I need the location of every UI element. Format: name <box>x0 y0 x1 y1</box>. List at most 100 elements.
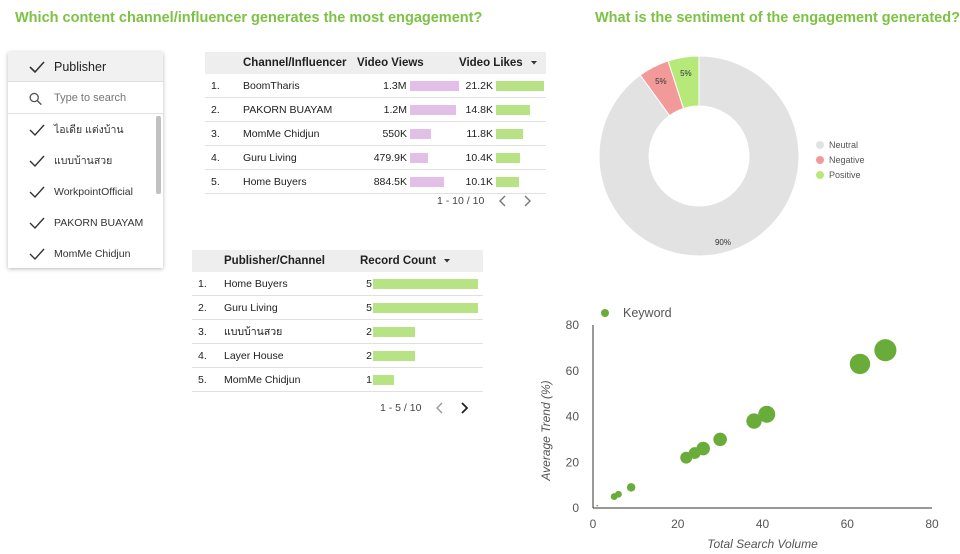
donut-slice-neutral <box>598 56 800 256</box>
filter-option[interactable]: แบบบ้านสวย <box>8 145 163 176</box>
views-bar <box>410 104 456 115</box>
check-icon <box>29 60 45 73</box>
table-row[interactable]: 3. MomMe Chidjun 550K 11.8K <box>205 122 546 146</box>
donut-data-label: 5% <box>680 69 692 78</box>
legend-dot <box>816 156 824 164</box>
table-header: Publisher/Channel Record Count <box>192 250 483 272</box>
row-number: 3. <box>198 325 207 338</box>
col-header-publisher[interactable]: Publisher/Channel <box>224 255 325 267</box>
scatter-point <box>696 441 710 456</box>
record-count-value: 5 <box>366 277 372 290</box>
views-cell: 479.9K <box>357 152 459 164</box>
col-header-likes[interactable]: Video Likes <box>459 57 538 69</box>
table-row[interactable]: 4. Layer House 2 <box>192 344 483 368</box>
scatter-point <box>746 413 762 429</box>
likes-value: 14.8K <box>465 103 493 116</box>
chevron-right-icon[interactable] <box>522 195 532 207</box>
table-row[interactable]: 1. Home Buyers 5 <box>192 272 483 296</box>
publisher-filter-dropdown[interactable]: Publisher ไอเดีย แต่งบ้าน แบบบ้านสวย Wor… <box>8 52 163 268</box>
filter-option[interactable]: PAKORN BUAYAM <box>8 207 163 238</box>
record-count-bar <box>373 302 478 313</box>
likes-bar <box>496 176 519 187</box>
col-header-record-count[interactable]: Record Count <box>360 255 451 267</box>
sort-desc-icon <box>530 60 537 65</box>
legend-label: Neutral <box>829 140 859 150</box>
likes-bar <box>496 80 544 91</box>
col-header-record-label: Record Count <box>360 255 437 267</box>
table-row[interactable]: 1. BoomTharis 1.3M 21.2K <box>205 74 546 98</box>
scatter-point <box>626 483 636 492</box>
likes-bar <box>496 104 530 115</box>
likes-cell: 21.2K <box>459 80 544 92</box>
legend-item-neutral: Neutral <box>816 140 858 150</box>
likes-value: 21.2K <box>465 79 493 92</box>
col-header-channel[interactable]: Channel/Influencer <box>243 57 347 69</box>
record-count-value: 5 <box>366 301 372 314</box>
check-icon <box>29 217 45 229</box>
y-tick-label: 40 <box>566 410 580 424</box>
record-count-bar <box>373 326 415 337</box>
x-tick-label: 80 <box>925 517 939 531</box>
filter-select-all[interactable]: Publisher <box>8 52 163 82</box>
col-header-views[interactable]: Video Views <box>357 57 424 69</box>
table-row[interactable]: 5. MomMe Chidjun 1 <box>192 368 483 392</box>
check-icon <box>29 186 45 198</box>
donut-data-label: 5% <box>655 77 667 86</box>
likes-cell: 14.8K <box>459 104 530 116</box>
search-icon <box>29 92 42 105</box>
scatter-point <box>849 353 871 375</box>
x-tick-label: 20 <box>671 517 685 531</box>
y-tick-label: 80 <box>566 318 580 332</box>
table-row[interactable]: 4. Guru Living 479.9K 10.4K <box>205 146 546 170</box>
col-header-likes-label: Video Likes <box>459 57 523 69</box>
record-count-bar <box>373 374 394 385</box>
x-tick-label: 60 <box>841 517 855 531</box>
table-row[interactable]: 5. Home Buyers 884.5K 10.1K <box>205 170 546 194</box>
views-bar <box>410 176 444 187</box>
record-count-cell: 5 <box>366 302 478 314</box>
filter-option[interactable]: ไอเดีย แต่งบ้าน <box>8 114 163 145</box>
filter-search[interactable] <box>8 82 163 114</box>
legend-item-positive: Positive <box>816 170 861 180</box>
table-row[interactable]: 2. PAKORN BUAYAM 1.2M 14.8K <box>205 98 546 122</box>
filter-option[interactable]: WorkpointOfficial <box>8 176 163 207</box>
y-tick-label: 20 <box>566 455 580 469</box>
row-number: 5. <box>211 175 220 188</box>
filter-search-input[interactable] <box>52 90 156 105</box>
table-row[interactable]: 2. Guru Living 5 <box>192 296 483 320</box>
row-number: 4. <box>211 151 220 164</box>
channel-name: PAKORN BUAYAM <box>243 103 333 116</box>
donut-slice-positive <box>667 56 700 110</box>
legend-dot <box>816 141 824 149</box>
row-number: 1. <box>211 79 220 92</box>
chevron-left-icon[interactable] <box>498 195 508 207</box>
x-axis-label: Total Search Volume <box>707 537 818 551</box>
likes-cell: 11.8K <box>459 128 523 140</box>
sentiment-donut-chart: 90% 5% 5% <box>598 56 800 256</box>
likes-value: 11.8K <box>466 127 493 140</box>
chevron-right-icon[interactable] <box>459 402 469 414</box>
views-value: 550K <box>382 127 407 140</box>
publisher-name: แบบบ้านสวย <box>224 326 283 338</box>
likes-value: 10.1K <box>465 175 493 188</box>
chevron-left-icon[interactable] <box>435 402 445 414</box>
channel-table: Channel/Influencer Video Views Video Lik… <box>205 52 546 194</box>
views-value: 479.9K <box>373 151 407 164</box>
row-number: 3. <box>211 127 220 140</box>
likes-bar <box>496 128 523 139</box>
likes-cell: 10.1K <box>459 176 519 188</box>
channel-name: Home Buyers <box>243 175 307 188</box>
views-value: 1.3M <box>383 79 407 92</box>
filter-scrollbar[interactable] <box>156 116 161 194</box>
table-row[interactable]: 3. แบบบ้านสวย 2 <box>192 320 483 344</box>
filter-option-label: แบบบ้านสวย <box>54 155 113 167</box>
channel-name: Guru Living <box>243 151 297 164</box>
legend-label: Negative <box>829 155 865 165</box>
record-count-value: 1 <box>366 373 372 386</box>
keyword-scatter-chart: 0 20 40 60 80 0 20 40 60 80 Total Search Volume Ave… <box>539 306 939 551</box>
record-count-cell: 1 <box>366 374 394 386</box>
y-tick-label: 60 <box>566 364 580 378</box>
filter-option[interactable]: MomMe Chidjun <box>8 238 163 268</box>
engagement-heading: Which content channel/influencer generat… <box>15 10 483 26</box>
row-number: 1. <box>198 277 207 290</box>
